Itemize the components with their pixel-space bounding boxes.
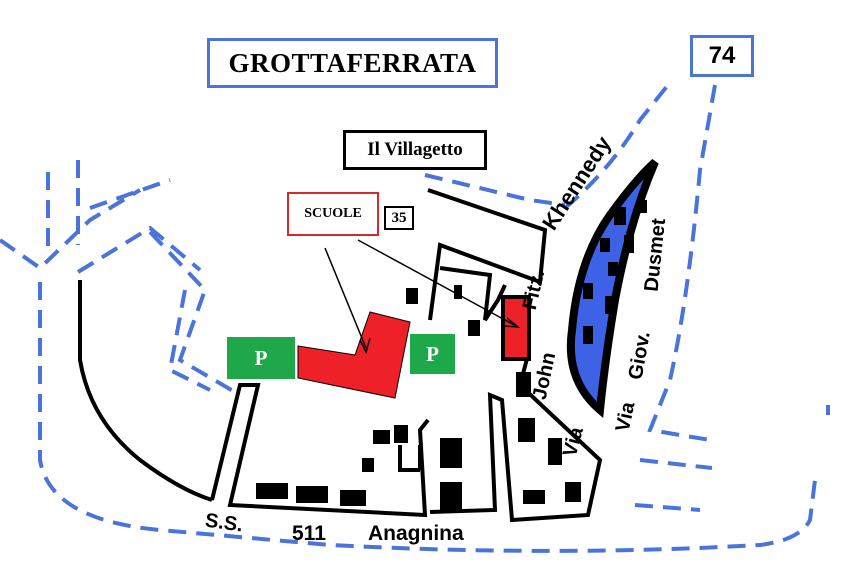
road-left-diagonal-1 [0, 188, 142, 271]
building [256, 483, 288, 499]
road-right-bottom [634, 458, 713, 512]
building [440, 438, 462, 468]
building [468, 320, 480, 336]
building [394, 425, 408, 443]
building [600, 238, 610, 252]
road-east [429, 354, 603, 523]
building [605, 296, 615, 314]
lake [566, 159, 659, 419]
road-villagetto-block [427, 188, 548, 321]
road-74-right [647, 84, 717, 442]
school-building-main [297, 311, 411, 399]
road-to-parking [148, 230, 242, 397]
building [583, 326, 593, 344]
villagetto-label: Il Villagetto [343, 130, 487, 170]
school-arrows [324, 239, 521, 355]
inner-road-left [210, 383, 430, 518]
building [454, 285, 462, 299]
building [373, 430, 390, 444]
building [608, 262, 618, 276]
building [516, 372, 531, 397]
school-building-east [501, 295, 531, 361]
road-left-diagonal-3 [89, 178, 171, 210]
schools-number: 35 [384, 206, 414, 230]
solid-roads [78, 188, 603, 523]
school-buildings [297, 295, 531, 399]
road-label-anagnina: Anagnina [368, 522, 464, 545]
ring-road [78, 280, 213, 502]
building [518, 418, 535, 442]
lake-buildings [583, 200, 647, 344]
building [340, 490, 366, 506]
main-road-ss511 [38, 282, 817, 553]
road-left-diagonal-2 [76, 225, 202, 274]
road-label-511: 511 [292, 522, 326, 545]
schools-label: SCUOLE [287, 192, 379, 236]
building [614, 207, 626, 225]
parking-sign-east: P [410, 334, 455, 374]
road-inner-loop [439, 266, 507, 322]
building [548, 438, 562, 465]
road-stub [398, 445, 420, 472]
buildings [256, 285, 581, 510]
road-number-sign: 74 [690, 35, 754, 77]
building [523, 490, 545, 504]
building [296, 486, 328, 503]
building [565, 482, 581, 502]
building [583, 283, 593, 299]
road-74-left [563, 83, 670, 210]
parking-sign-west: P [227, 337, 295, 379]
building [406, 288, 418, 304]
road-villagetto [424, 173, 566, 207]
dashed-roads [0, 83, 830, 553]
building [362, 458, 374, 472]
building [440, 482, 462, 510]
building [637, 200, 647, 213]
town-title: GROTTAFERRATA [207, 38, 498, 88]
building [624, 235, 634, 253]
